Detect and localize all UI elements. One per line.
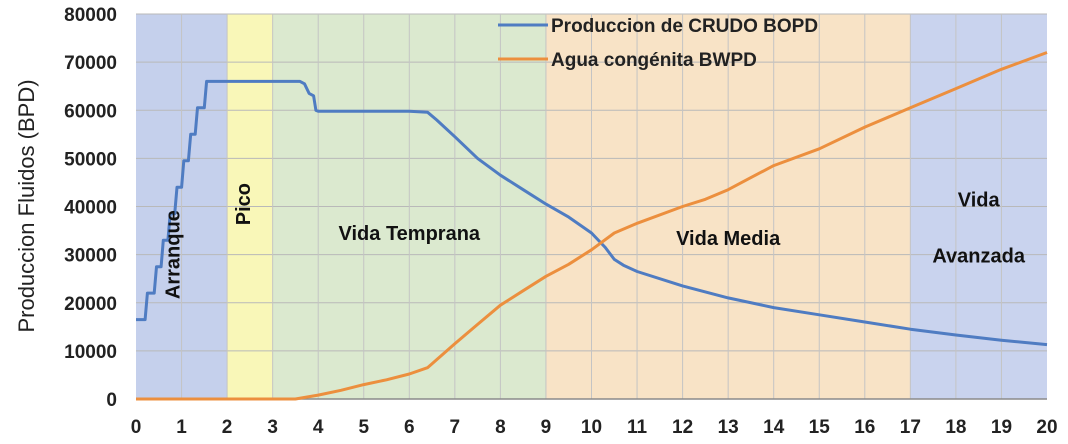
x-tick-label: 12	[672, 417, 693, 438]
phase-label-1: Pico	[233, 183, 255, 225]
y-tick-label: 20000	[64, 294, 117, 315]
y-tick-label: 30000	[64, 246, 117, 267]
phase-label-0: Arranque	[162, 210, 184, 299]
y-tick-label: 50000	[64, 149, 117, 170]
legend: Produccion de CRUDO BOPD Agua congénita B…	[498, 16, 818, 71]
legend-label-0: Produccion de CRUDO BOPD	[551, 16, 818, 37]
x-tick-label: 2	[222, 417, 233, 438]
phase-labels: Arranque Pico Vida Temprana Vida Media Vida A…	[162, 183, 1026, 299]
y-tick-label: 10000	[64, 342, 117, 363]
x-tick-label: 6	[404, 417, 415, 438]
x-tick-label: 18	[945, 417, 966, 438]
phase-label-2: Vida Temprana	[339, 223, 481, 245]
y-tick-label: 40000	[64, 198, 117, 219]
series-line-0	[136, 79, 1048, 347]
x-tick-label: 5	[358, 417, 369, 438]
gridlines	[136, 13, 1047, 400]
x-tick-label: 14	[763, 417, 785, 438]
series-line-1	[136, 51, 1048, 401]
phase-label-4: Vida Avanzada	[932, 190, 1026, 268]
x-tick-label: 8	[495, 417, 506, 438]
x-tick-label: 11	[627, 417, 648, 438]
y-axis-label: Produccion Fluidos (BPD)	[14, 79, 39, 332]
x-tick-label: 10	[581, 417, 602, 438]
x-tick-label: 16	[854, 417, 875, 438]
x-tick-label: 7	[450, 417, 461, 438]
x-tick-labels: 0 1 2 3 4 5 6 7 8 9 10 11 12 13 14 15 16 17 18 19 20	[131, 417, 1058, 438]
x-tick-label: 1	[176, 417, 187, 438]
x-tick-label: 15	[809, 417, 831, 438]
x-tick-label: 9	[541, 417, 552, 438]
legend-label-1: Agua congénita BWPD	[551, 50, 757, 71]
y-tick-label: 60000	[64, 101, 117, 122]
y-tick-label: 70000	[64, 53, 117, 74]
y-tick-label: 0	[106, 390, 117, 411]
x-tick-label: 0	[131, 417, 142, 438]
x-tick-label: 17	[900, 417, 921, 438]
series-lines	[136, 51, 1048, 401]
x-tick-label: 20	[1036, 417, 1057, 438]
y-tick-label: 80000	[64, 5, 117, 26]
x-tick-label: 3	[267, 417, 278, 438]
phase-label-3: Vida Media	[676, 228, 781, 250]
y-tick-labels: 0 10000 20000 30000 40000 50000 60000 70000 8000…	[64, 5, 117, 411]
x-tick-label: 19	[991, 417, 1012, 438]
x-tick-label: 13	[718, 417, 739, 438]
x-tick-label: 4	[313, 417, 324, 438]
